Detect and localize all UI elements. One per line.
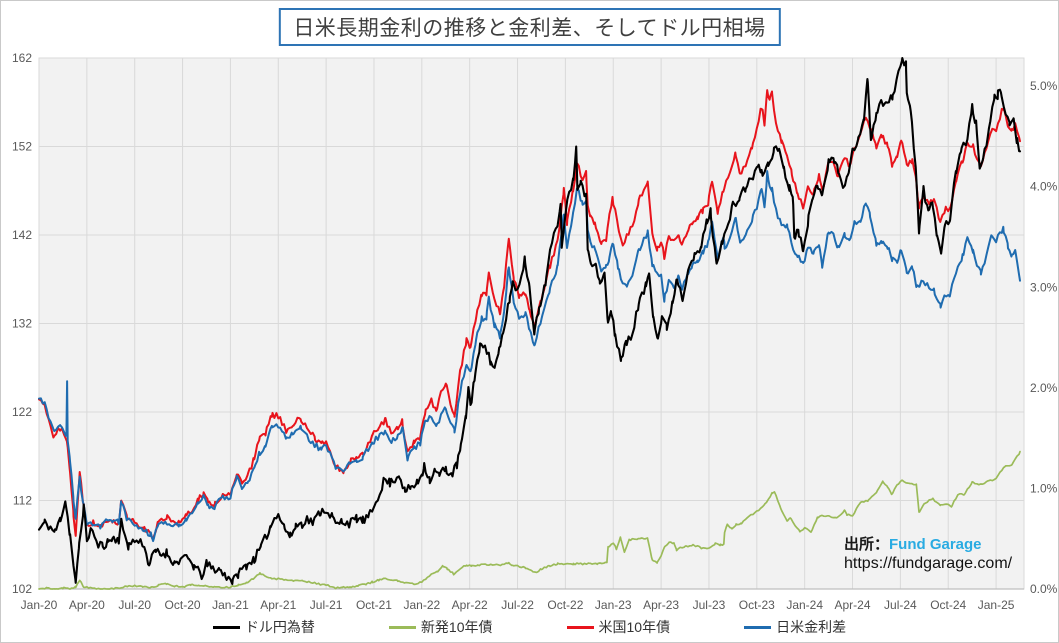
x-tick-label: Apr-21 xyxy=(260,598,296,612)
x-tick-label: Jan-23 xyxy=(595,598,632,612)
x-tick-label: Oct-24 xyxy=(930,598,966,612)
x-tick-label: Jan-24 xyxy=(786,598,823,612)
y-left-tick-label: 162 xyxy=(12,51,32,65)
legend-entry-spread: 日米金利差 xyxy=(744,617,846,637)
x-tick-label: Oct-22 xyxy=(547,598,583,612)
source-attribution: 出所：Fund Garage https://fundgarage.com/ xyxy=(844,535,1012,573)
y-right-tick-label: 3.0% xyxy=(1030,280,1058,294)
series-usdjpy-line xyxy=(37,56,1022,586)
legend-entry-usdjpy: ドル円為替 xyxy=(212,617,315,637)
y-left-tick-label: 122 xyxy=(12,405,32,419)
y-left-tick-label: 142 xyxy=(12,228,32,242)
spread-line-swatch xyxy=(744,625,772,629)
series-spread-line xyxy=(38,170,1021,543)
x-tick-label: Oct-21 xyxy=(356,598,392,612)
x-tick-label: Apr-24 xyxy=(835,598,871,612)
y-left-tick-label: 102 xyxy=(12,582,32,596)
source-name: Fund Garage xyxy=(889,536,982,553)
x-tick-label: Oct-23 xyxy=(739,598,775,612)
y-left-tick-label: 152 xyxy=(12,140,32,154)
x-tick-label: Apr-23 xyxy=(643,598,679,612)
y-right-tick-label: 0.0% xyxy=(1030,582,1058,596)
y-left-tick-label: 112 xyxy=(13,494,32,508)
jgb10y-line-swatch xyxy=(388,625,416,629)
x-tick-label: Jan-21 xyxy=(212,598,249,612)
source-line: 出所：Fund Garage xyxy=(844,535,1012,554)
legend-label-spread: 日米金利差 xyxy=(776,619,847,635)
x-tick-label: Jan-25 xyxy=(978,598,1015,612)
x-tick-label: Oct-20 xyxy=(165,598,201,612)
chart-title: 日米長期金利の推移と金利差、そしてドル円相場 xyxy=(278,8,781,46)
y-right-tick-label: 5.0% xyxy=(1030,79,1058,93)
source-prefix: 出所： xyxy=(844,536,890,553)
legend-entry-jgb10y: 新発10年債 xyxy=(388,617,493,637)
x-tick-label: Jan-22 xyxy=(403,598,440,612)
x-tick-label: Apr-20 xyxy=(69,598,105,612)
y-right-tick-label: 4.0% xyxy=(1030,180,1058,194)
y-left-tick-label: 132 xyxy=(12,317,32,331)
legend-label-usdjpy: ドル円為替 xyxy=(244,619,315,635)
usdjpy-line-swatch xyxy=(212,625,240,629)
x-tick-label: Jul-21 xyxy=(310,598,343,612)
chart-legend: ドル円為替 新発10年債 米国10年債 日米金利差 xyxy=(1,617,1058,637)
x-tick-label: Jul-22 xyxy=(501,598,534,612)
y-right-tick-label: 2.0% xyxy=(1030,381,1058,395)
legend-label-ust10y: 米国10年債 xyxy=(598,619,671,635)
x-tick-label: Apr-22 xyxy=(452,598,488,612)
ust10y-line-swatch xyxy=(566,625,594,629)
y-right-tick-label: 1.0% xyxy=(1030,481,1058,495)
x-tick-label: Jan-20 xyxy=(21,598,58,612)
x-tick-label: Jul-24 xyxy=(884,598,917,612)
x-tick-label: Jul-20 xyxy=(118,598,151,612)
legend-entry-ust10y: 米国10年債 xyxy=(566,617,671,637)
x-tick-label: Jul-23 xyxy=(693,598,726,612)
series-jgb10y-line xyxy=(38,450,1021,590)
legend-label-jgb10y: 新発10年債 xyxy=(420,619,493,635)
source-url: https://fundgarage.com/ xyxy=(844,555,1013,572)
